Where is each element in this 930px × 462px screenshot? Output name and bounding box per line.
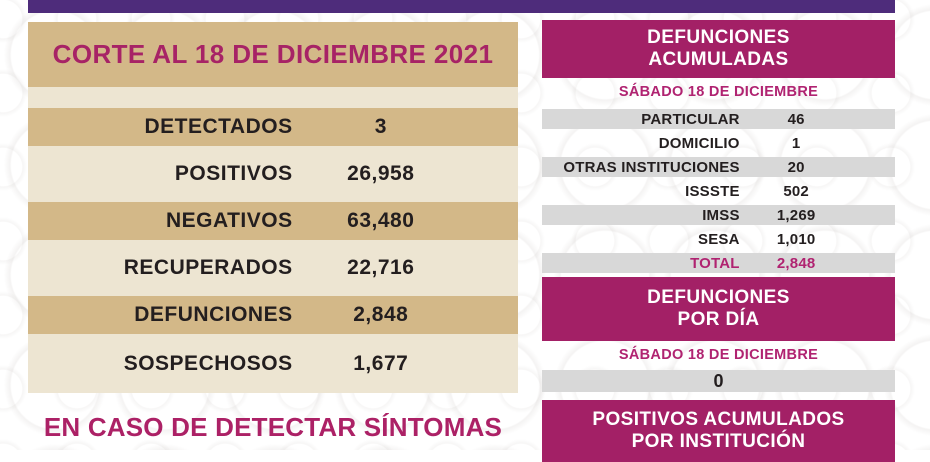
death-row-issste: ISSSTE 502 — [542, 181, 895, 201]
stat-value: 22,716 — [347, 256, 415, 279]
death-row-sesa: SESA 1,010 — [542, 229, 895, 249]
death-row-total: TOTAL 2,848 — [542, 253, 895, 273]
stat-label: SOSPECHOSOS — [123, 351, 293, 375]
stat-value: 26,958 — [347, 162, 415, 185]
accumulated-deaths-header: DEFUNCIONES ACUMULADAS — [542, 20, 895, 78]
stat-label: NEGATIVOS — [165, 209, 293, 232]
death-row-imss: IMSS 1,269 — [542, 205, 895, 225]
stat-value: 3 — [374, 115, 387, 138]
stat-row-recuperados: RECUPERADOS 22,716 — [28, 240, 518, 296]
summary-panel: CORTE AL 18 DE DICIEMBRE 2021 DETECTADOS… — [28, 22, 518, 393]
stat-value: 1,677 — [353, 351, 409, 375]
stat-row-defunciones: DEFUNCIONES 2,848 — [28, 296, 518, 334]
stat-label: DEFUNCIONES — [134, 303, 293, 326]
stat-label: POSITIVOS — [174, 162, 293, 185]
stat-value: 63,480 — [347, 209, 415, 232]
stat-value: 2,848 — [353, 303, 409, 326]
death-row-otras-instituciones: OTRAS INSTITUCIONES 20 — [542, 157, 895, 177]
top-accent-bar — [28, 0, 895, 13]
death-value: 20 — [787, 158, 805, 176]
accumulated-deaths-table: PARTICULAR 46 DOMICILIO 1 OTRAS INSTITUC… — [542, 109, 895, 273]
daily-deaths-value: 0 — [542, 370, 895, 392]
death-value: 1,269 — [776, 206, 816, 224]
report-date-title: CORTE AL 18 DE DICIEMBRE 2021 — [52, 39, 494, 69]
death-label: DOMICILIO — [658, 134, 740, 152]
death-label: ISSSTE — [685, 182, 740, 200]
accumulated-deaths-date: SÁBADO 18 DE DICIEMBRE — [618, 84, 819, 100]
symptoms-notice: EN CASO DE DETECTAR SÍNTOMAS — [43, 412, 503, 442]
death-label: PARTICULAR — [641, 110, 740, 128]
death-total-value: 2,848 — [776, 254, 816, 272]
death-row-particular: PARTICULAR 46 — [542, 109, 895, 129]
daily-deaths-date: SÁBADO 18 DE DICIEMBRE — [618, 347, 819, 363]
summary-panel-spacer — [28, 87, 518, 108]
deaths-panel: DEFUNCIONES ACUMULADAS SÁBADO 18 DE DICI… — [542, 20, 895, 462]
stat-label: RECUPERADOS — [123, 256, 293, 279]
death-row-domicilio: DOMICILIO 1 — [542, 133, 895, 153]
stat-row-negativos: NEGATIVOS 63,480 — [28, 202, 518, 240]
stat-row-sospechosos: SOSPECHOSOS 1,677 — [28, 334, 518, 393]
death-value: 1,010 — [776, 230, 816, 248]
death-label: SESA — [698, 230, 740, 248]
death-value: 502 — [783, 182, 809, 200]
stat-row-detectados: DETECTADOS 3 — [28, 108, 518, 146]
summary-panel-header: CORTE AL 18 DE DICIEMBRE 2021 — [28, 22, 518, 87]
accumulated-positives-header: POSITIVOS ACUMULADOS POR INSTITUCIÓN — [542, 400, 895, 462]
death-value: 46 — [787, 110, 805, 128]
stat-row-positivos: POSITIVOS 26,958 — [28, 146, 518, 202]
death-label: OTRAS INSTITUCIONES — [563, 158, 740, 176]
death-value: 1 — [791, 134, 801, 152]
stat-label: DETECTADOS — [144, 115, 293, 138]
death-total-label: TOTAL — [690, 254, 740, 272]
daily-deaths-header: DEFUNCIONES POR DÍA — [542, 277, 895, 341]
death-label: IMSS — [702, 206, 740, 224]
